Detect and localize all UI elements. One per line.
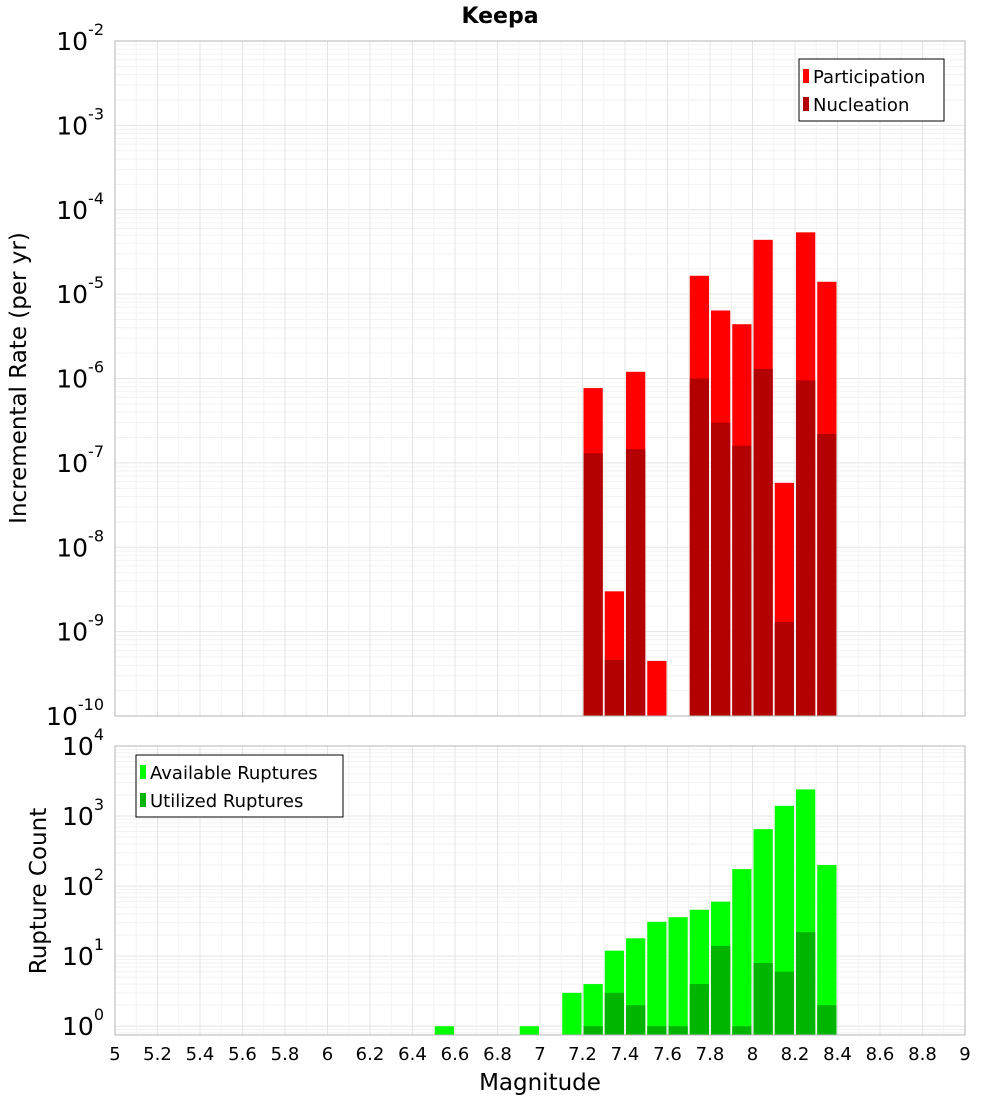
legend: Available Ruptures Utilized Ruptures [135,754,344,818]
bar-utilized-ruptures [626,1005,646,1035]
x-tick-label: 7.4 [611,1044,640,1065]
top-plot-area: 10-10 10-9 10-8 10-7 10-6 10-5 10-4 10-3 10-2 Par… [46,20,966,731]
x-tick-label: 7.8 [696,1044,725,1065]
grid [114,40,966,717]
x-tick-label: 5.2 [143,1044,172,1065]
bar-available-ruptures [434,1026,454,1035]
bar-nucleation [583,453,603,716]
x-tick-label: 8.8 [908,1044,937,1065]
x-tick-label: 7.2 [568,1044,597,1065]
bottom-y-axis-label: Rupture Count [26,808,52,974]
bar-nucleation [753,368,773,716]
legend-entry: Available Ruptures [150,763,318,784]
bar-utilized-ruptures [689,984,709,1035]
y-tick-labels: 100 101 102 103 104 [62,725,104,1041]
bar-nucleation [689,378,709,716]
bar-utilized-ruptures [647,1026,667,1035]
x-tick-label: 6.6 [441,1044,470,1065]
x-tick-label: 6.8 [483,1044,512,1065]
bar-nucleation [796,380,816,716]
plot-frame [114,745,966,1036]
y-tick-label: 10-9 [56,611,104,647]
bottom-plot-area: 100 101 102 103 104 5 5.2 5.4 5.6 5.8 6 6.2 6.4 6.6 6.… [62,725,971,1065]
y-tick-label: 102 [62,865,104,901]
series-nucleation [583,368,837,716]
bar-utilized-ruptures [604,992,624,1035]
legend-swatch [803,97,809,111]
bar-available-ruptures [668,917,688,1035]
chart-title: Keepa [461,4,538,29]
x-tick-label: 8 [747,1044,758,1065]
bar-available-ruptures [732,869,752,1035]
x-tick-label: 6.2 [356,1044,385,1065]
bar-available-ruptures [519,1026,539,1035]
y-tick-label: 101 [62,935,104,971]
y-tick-label: 10-2 [56,20,104,56]
legend-entry: Participation [813,67,925,88]
x-tick-label: 6.4 [398,1044,427,1065]
bar-utilized-ruptures [796,932,816,1035]
bar-utilized-ruptures [817,1005,837,1035]
bar-utilized-ruptures [583,1026,603,1035]
plot-frame [114,40,966,717]
y-tick-label: 10-5 [56,273,104,309]
x-tick-label: 5.8 [271,1044,300,1065]
x-tick-label: 5.4 [186,1044,215,1065]
y-tick-label: 10-4 [56,189,104,225]
legend-swatch [803,69,809,83]
bar-nucleation [774,622,794,716]
y-tick-label: 10-10 [46,695,104,731]
x-tick-label: 8.6 [866,1044,895,1065]
x-tick-label: 9 [959,1044,970,1065]
bar-available-ruptures [647,921,667,1035]
series-utilized-ruptures [583,932,837,1035]
bar-nucleation [711,422,731,716]
bar-utilized-ruptures [668,1026,688,1035]
bar-nucleation [817,433,837,716]
y-tick-label: 104 [62,725,104,761]
bar-available-ruptures [562,992,582,1035]
x-tick-label: 6 [322,1044,333,1065]
legend-box [135,754,344,818]
x-axis-label: Magnitude [479,1070,601,1096]
top-y-axis-label: Incremental Rate (per yr) [6,232,32,524]
x-tick-label: 8.4 [823,1044,852,1065]
bar-available-ruptures [817,865,837,1035]
legend-entry: Nucleation [813,95,909,116]
bar-utilized-ruptures [732,1026,752,1035]
y-tick-label: 100 [62,1005,104,1041]
y-tick-labels: 10-10 10-9 10-8 10-7 10-6 10-5 10-4 10-3 10-2 [46,20,104,731]
bar-nucleation [626,449,646,716]
x-tick-label: 5 [109,1044,120,1065]
x-tick-label: 7 [534,1044,545,1065]
x-tick-labels: 5 5.2 5.4 5.6 5.8 6 6.2 6.4 6.6 6.8 7 7.2 7.4 7.6 7.8 8… [109,1044,970,1065]
legend-swatch [140,793,146,807]
y-tick-label: 103 [62,795,104,831]
y-tick-label: 10-6 [56,358,104,394]
legend-entry: Utilized Ruptures [150,791,303,812]
y-tick-label: 10-3 [56,104,104,140]
bar-utilized-ruptures [711,945,731,1035]
x-tick-label: 5.6 [228,1044,257,1065]
legend-box [798,58,945,122]
bar-nucleation [604,660,624,716]
bar-utilized-ruptures [753,962,773,1035]
bar-utilized-ruptures [774,971,794,1035]
y-tick-label: 10-7 [56,442,104,478]
bar-participation [647,660,667,716]
x-tick-label: 7.6 [653,1044,682,1065]
y-tick-label: 10-8 [56,526,104,562]
legend-swatch [140,765,146,779]
bar-nucleation [732,445,752,716]
bar-available-ruptures [583,984,603,1035]
legend: Participation Nucleation [798,58,945,122]
x-tick-label: 8.2 [781,1044,810,1065]
